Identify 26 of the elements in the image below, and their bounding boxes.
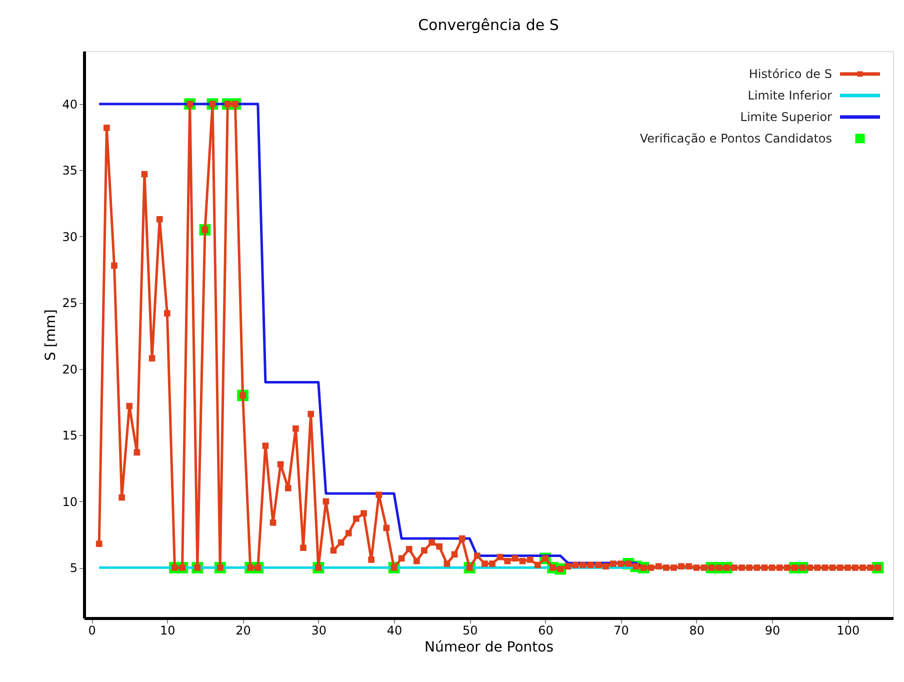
x-tick-label: 70 [614, 624, 629, 638]
chart-title: Convergência de S [418, 16, 559, 34]
legend-label: Verificação e Pontos Candidatos [640, 132, 832, 146]
x-tick-label: 40 [386, 624, 402, 638]
y-tick-label: 5 [70, 561, 78, 576]
y-tick-label: 40 [62, 97, 78, 112]
x-tick-label: 30 [311, 624, 327, 638]
y-tick-label: 30 [62, 230, 78, 244]
x-tick-label: 60 [538, 624, 554, 638]
x-tick-label: 10 [160, 624, 176, 638]
y-tick-label: 15 [62, 428, 78, 443]
x-tick-label: 50 [462, 624, 478, 638]
y-tick-label: 20 [62, 362, 78, 376]
y-tick-label: 25 [62, 296, 78, 310]
y-tick-label: 35 [62, 164, 78, 178]
x-tick-label: 20 [236, 624, 251, 638]
legend-label: Limite Superior [740, 110, 832, 124]
legend-label: Limite Inferior [748, 88, 832, 102]
x-tick-label: 80 [689, 624, 705, 638]
y-axis-title: S [mm] [43, 309, 60, 361]
legend-label: Histórico de S [748, 67, 832, 81]
x-tick-label: 100 [836, 624, 860, 638]
x-tick-label: 90 [764, 624, 780, 638]
y-tick-label: 10 [62, 494, 78, 509]
x-axis-title: Númeor de Pontos [424, 640, 554, 656]
x-tick-label: 0 [88, 624, 96, 638]
